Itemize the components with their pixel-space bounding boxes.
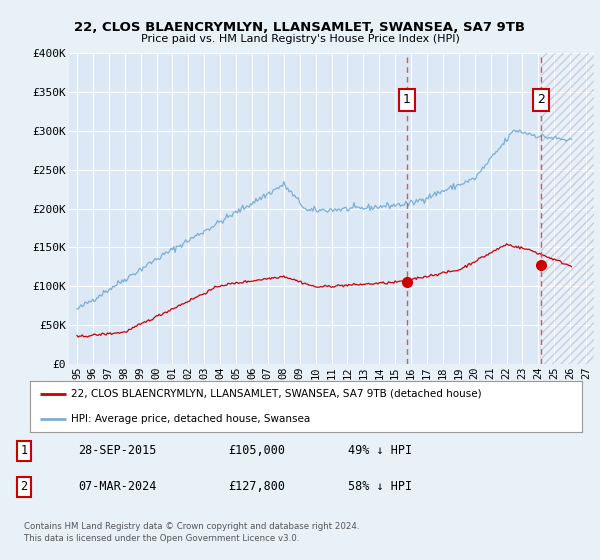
Text: 22, CLOS BLAENCRYMLYN, LLANSAMLET, SWANSEA, SA7 9TB (detached house): 22, CLOS BLAENCRYMLYN, LLANSAMLET, SWANS… — [71, 389, 482, 399]
Text: £105,000: £105,000 — [228, 445, 285, 458]
Text: 2: 2 — [537, 94, 545, 106]
Bar — [541, 53, 594, 364]
Bar — [541, 53, 594, 364]
Text: 07-MAR-2024: 07-MAR-2024 — [78, 480, 157, 493]
Text: 1: 1 — [20, 445, 28, 458]
Text: 1: 1 — [403, 94, 411, 106]
Text: Contains HM Land Registry data © Crown copyright and database right 2024.
This d: Contains HM Land Registry data © Crown c… — [24, 522, 359, 543]
Text: Price paid vs. HM Land Registry's House Price Index (HPI): Price paid vs. HM Land Registry's House … — [140, 34, 460, 44]
Text: 28-SEP-2015: 28-SEP-2015 — [78, 445, 157, 458]
Text: 2: 2 — [20, 480, 28, 493]
Text: 58% ↓ HPI: 58% ↓ HPI — [348, 480, 412, 493]
Text: HPI: Average price, detached house, Swansea: HPI: Average price, detached house, Swan… — [71, 414, 311, 424]
Text: 49% ↓ HPI: 49% ↓ HPI — [348, 445, 412, 458]
Text: 22, CLOS BLAENCRYMLYN, LLANSAMLET, SWANSEA, SA7 9TB: 22, CLOS BLAENCRYMLYN, LLANSAMLET, SWANS… — [74, 21, 526, 34]
Text: £127,800: £127,800 — [228, 480, 285, 493]
